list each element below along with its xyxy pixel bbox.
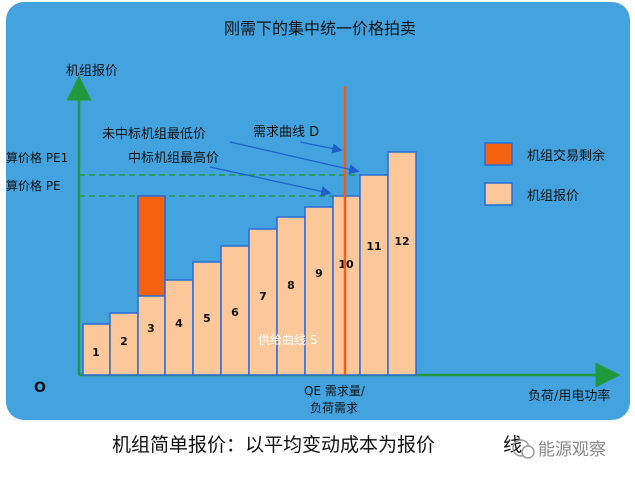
qe-label-line2: 负荷需求 (310, 401, 358, 415)
block-number: 2 (120, 335, 128, 348)
bid-block-1 (82, 323, 111, 376)
bid-block-9 (304, 206, 334, 376)
legend-label-bid: 机组报价 (527, 189, 579, 204)
arrow-highest-accepted (209, 166, 332, 197)
qe-label-line1: QE 需求量/ (304, 384, 366, 398)
origin-label: O (34, 380, 46, 396)
bid-block-5 (192, 261, 222, 376)
watermark: 能源观察 (512, 439, 606, 460)
block-number: 3 (147, 322, 155, 335)
legend-swatch-bid (484, 182, 513, 206)
block-number: 6 (231, 306, 239, 319)
price-label-pe: 算价格 PE (6, 178, 61, 193)
supply-curve-label: 供给曲线 S (258, 333, 317, 347)
arrow-demand-curve (299, 141, 343, 154)
block-number: 1 (92, 346, 100, 359)
bid-blocks (82, 151, 417, 376)
diagram-title: 刚需下的集中统一价格拍卖 (224, 19, 416, 38)
bid-block-2 (109, 312, 139, 376)
arrow-lowest-unaccepted (229, 141, 360, 175)
price-label-pe1: 算价格 PE1 (6, 150, 68, 165)
block-number: 9 (315, 267, 323, 280)
y-axis-label: 机组报价 (66, 64, 118, 79)
bid-block-7 (248, 228, 278, 376)
x-axis-label: 负荷/用电功率 (528, 388, 610, 404)
caption-text: 机组简单报价：以平均变动成本为报价 (112, 434, 435, 456)
bid-block-6 (220, 245, 250, 376)
watermark-text: 能源观察 (538, 440, 606, 460)
block-number: 11 (366, 240, 381, 253)
legend: 机组交易剩余 机组报价 (484, 142, 605, 206)
demand-curve-label: 需求曲线 D (253, 125, 319, 140)
highest-accepted-label: 中标机组最高价 (128, 150, 219, 166)
block-number: 8 (287, 279, 295, 292)
block-number: 12 (394, 235, 409, 248)
bid-block-11 (359, 174, 389, 376)
legend-label-surplus: 机组交易剩余 (527, 148, 605, 164)
bid-block-12 (387, 151, 417, 376)
legend-swatch-surplus (484, 142, 513, 166)
bid-block-10 (332, 195, 361, 376)
block-number: 7 (259, 290, 267, 303)
caption-tail: 线 (503, 434, 522, 456)
wechat-icon-bubble (521, 445, 535, 459)
bid-block-8 (276, 216, 306, 376)
lowest-unaccepted-label: 未中标机组最低价 (102, 127, 206, 142)
block-number: 4 (175, 317, 183, 330)
surplus-block (137, 195, 166, 297)
block-number: 5 (203, 312, 211, 325)
